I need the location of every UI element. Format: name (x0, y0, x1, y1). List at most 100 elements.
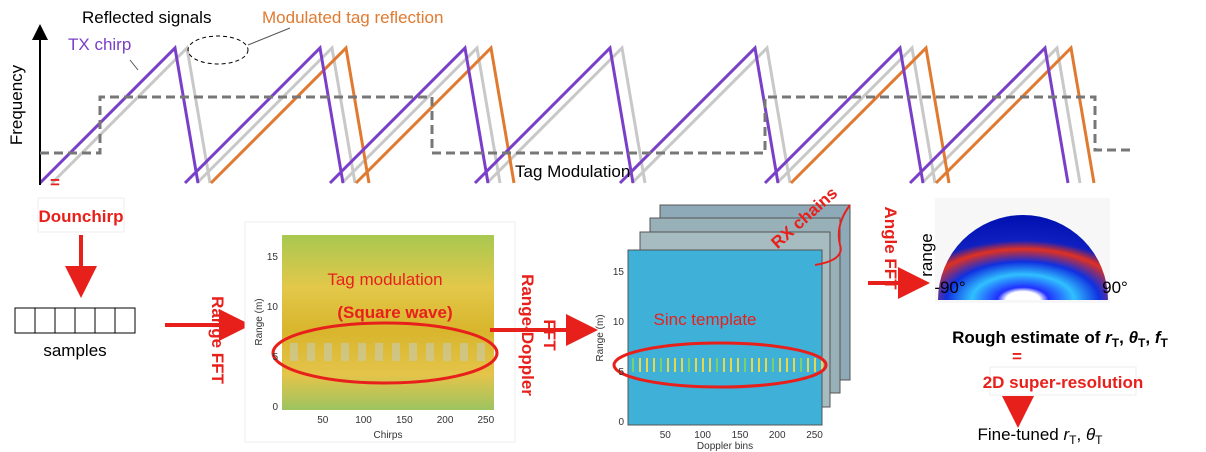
highlight (612, 341, 828, 389)
x-tick-label: 50 (660, 430, 672, 441)
plot1-title: Tag modulation (327, 270, 442, 289)
stripe (814, 358, 816, 372)
text-part: θ (1086, 425, 1096, 444)
chirp (775, 44, 937, 185)
rd-label: FFT (540, 319, 559, 351)
tx-label: TX chirp (68, 35, 131, 54)
x-tick-label: 200 (769, 430, 786, 441)
stripe (807, 358, 809, 372)
box (37, 197, 125, 233)
stripe (667, 358, 669, 372)
plot2-x-label: Doppler bins (697, 441, 753, 452)
stripe (716, 358, 718, 372)
stripe (737, 358, 739, 372)
stripe (460, 343, 468, 361)
modulated-label: Modulated tag reflection (262, 8, 443, 27)
stripe (443, 343, 451, 361)
chirp (473, 44, 635, 185)
x-tick-label: 150 (396, 415, 413, 426)
stripe (758, 358, 760, 372)
x-tick-label: 50 (317, 415, 329, 426)
callout (187, 35, 249, 65)
stripe (723, 358, 725, 372)
eq: = (50, 173, 60, 192)
polar-y-label: range (917, 233, 936, 276)
plot1-y-label: Range (m) (254, 298, 265, 345)
stripe (744, 358, 746, 372)
text-part: r (1105, 328, 1113, 347)
stripe (341, 343, 349, 361)
chirp (789, 44, 951, 185)
x-tick-label: 250 (478, 415, 495, 426)
stripe (653, 358, 655, 372)
stripe (674, 358, 676, 372)
chirp (183, 44, 345, 185)
text-part: , (1076, 425, 1085, 444)
polar-left: -90° (934, 278, 965, 297)
stripe (800, 358, 802, 372)
text-part: T (1095, 433, 1103, 447)
chirp (50, 44, 212, 185)
text-part: Rough estimate of (952, 328, 1105, 347)
plot1-subtitle: (Square wave) (337, 303, 452, 322)
eq: = (1012, 347, 1022, 366)
y-tick-label: 0 (618, 417, 624, 428)
y-tick-label: 5 (618, 367, 624, 378)
callout-line (247, 27, 291, 46)
chirp (340, 44, 502, 185)
stripe (290, 343, 298, 361)
x-tick-label: 150 (732, 430, 749, 441)
square-wave-pattern (290, 343, 485, 361)
text-part: T (1112, 336, 1120, 350)
chirp (908, 44, 1070, 185)
samples (14, 307, 136, 334)
tag-mod-label: Tag Modulation (515, 162, 630, 181)
stripe (772, 358, 774, 372)
stripe (793, 358, 795, 372)
chirp (934, 44, 1096, 185)
polar-right: 90° (1102, 278, 1128, 297)
range-fft-label: Range FFT (208, 296, 227, 384)
x-tick-label: 250 (806, 430, 823, 441)
chirp (209, 44, 371, 185)
y-tick-label: 0 (272, 402, 278, 413)
text-part: Fine-tuned (977, 425, 1063, 444)
dechirp-label: Dounchirp (39, 207, 124, 226)
stripe (730, 358, 732, 372)
stripe (786, 358, 788, 372)
chirp (328, 44, 490, 185)
stripe (702, 358, 704, 372)
samples-label: samples (43, 341, 106, 360)
stripe (765, 358, 767, 372)
x-tick-label: 100 (694, 430, 711, 441)
plot1-x-label: Chirps (374, 430, 403, 441)
stripe (695, 358, 697, 372)
y-tick-label: 15 (613, 267, 625, 278)
brace (814, 204, 851, 266)
stripe (639, 358, 641, 372)
fine-tuned: Fine-tuned rT, θT (977, 425, 1103, 447)
tag-modulation-line (40, 95, 1130, 155)
text-part: f (1155, 328, 1163, 347)
stripe (392, 343, 400, 361)
chirp (38, 44, 200, 185)
text-part: T (1069, 433, 1077, 447)
chirp (618, 44, 780, 185)
freq-label: Frequency (7, 64, 26, 145)
reflected-label: Reflected signals (82, 8, 211, 27)
stripe (375, 343, 383, 361)
stripe (358, 343, 366, 361)
text-part: θ (1129, 328, 1139, 347)
y-tick-label: 5 (272, 352, 278, 363)
stripe (709, 358, 711, 372)
rough-estimate: Rough estimate of rT, θT, fT (952, 328, 1168, 350)
stripe (426, 343, 434, 361)
y-tick-label: 10 (267, 302, 279, 313)
callout-line (129, 59, 139, 71)
super-res-label: 2D super-resolution (983, 373, 1144, 392)
stripe (821, 358, 823, 372)
stripe (409, 343, 417, 361)
stripe (646, 358, 648, 372)
text-part: , (1119, 328, 1128, 347)
